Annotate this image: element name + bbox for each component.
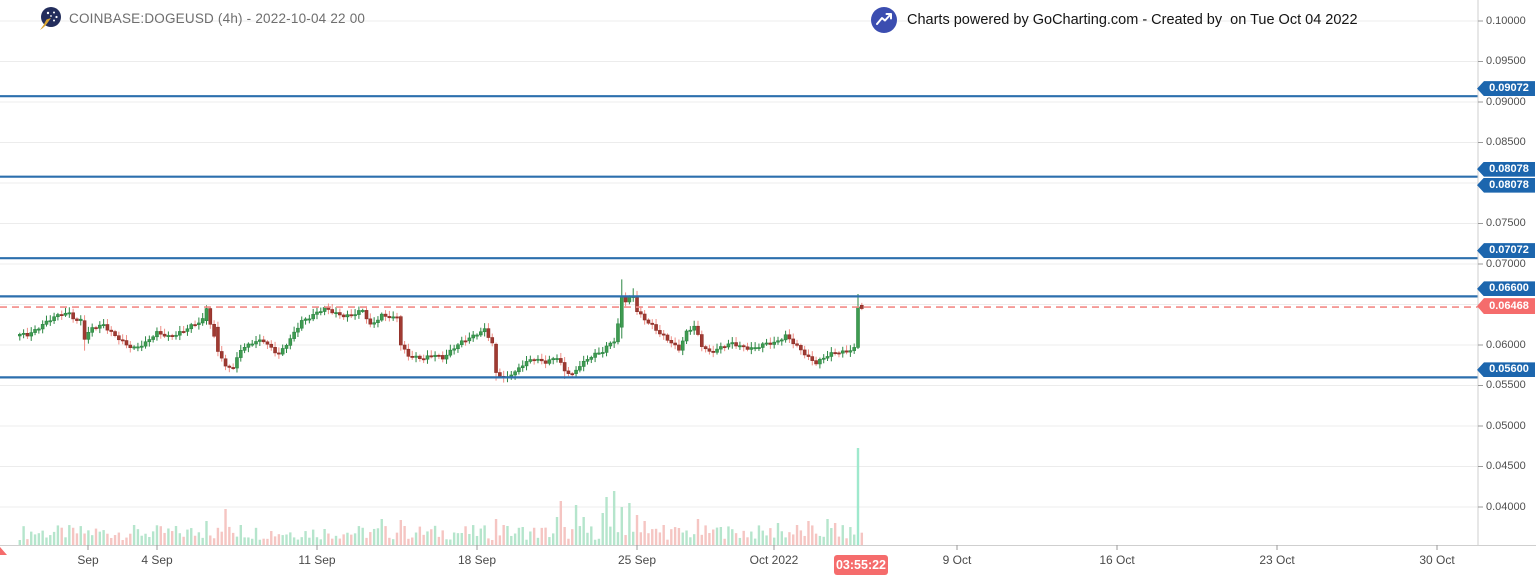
time-tick-label: 30 Oct bbox=[1419, 553, 1455, 567]
price-tick-label: 0.05000 bbox=[1486, 419, 1526, 432]
time-tick-label: 9 Oct bbox=[942, 553, 972, 567]
chart-header: COINBASE:DOGEUSD (4h) - 2022-10-04 22 00 bbox=[38, 6, 365, 31]
candles-layer bbox=[17, 279, 864, 383]
price-tick-label: 0.05500 bbox=[1486, 379, 1526, 391]
powered-by-text: Charts powered by GoCharting.com - Creat… bbox=[907, 12, 1358, 28]
price-level-badge: 0.07072 bbox=[1477, 243, 1535, 259]
axes-layer bbox=[0, 0, 1536, 550]
countdown-pointer bbox=[0, 547, 7, 555]
price-level-badge: 0.05600 bbox=[1477, 362, 1535, 378]
price-tick-label: 0.04500 bbox=[1486, 460, 1526, 472]
candle-countdown-badge: 03:55:22 bbox=[834, 555, 888, 575]
current-price-badge: 0.06468 bbox=[1477, 298, 1535, 315]
time-tick-label: 23 Oct bbox=[1259, 553, 1295, 567]
price-tick-label: 0.06000 bbox=[1486, 338, 1526, 351]
price-tick-label: 0.07500 bbox=[1486, 217, 1526, 229]
time-tick-label: Oct 2022 bbox=[749, 553, 799, 567]
price-tick-label: 0.08500 bbox=[1486, 136, 1526, 148]
time-tick-label: 11 Sep bbox=[298, 553, 336, 567]
price-tick-label: 0.04000 bbox=[1486, 500, 1526, 513]
time-tick-label: 16 Oct bbox=[1099, 553, 1135, 567]
trend-up-chart-icon bbox=[869, 5, 899, 35]
price-tick-label: 0.07000 bbox=[1486, 257, 1526, 270]
price-levels-layer bbox=[0, 95, 1478, 379]
gocharting-logo-icon bbox=[38, 6, 62, 31]
time-tick-label: 4 Sep bbox=[141, 553, 173, 567]
price-tick-label: 0.09000 bbox=[1486, 95, 1526, 108]
price-level-badge: 0.09072 bbox=[1477, 81, 1535, 97]
time-tick-label: Sep bbox=[77, 553, 99, 567]
volume-layer bbox=[18, 448, 864, 545]
symbol-title: COINBASE:DOGEUSD (4h) - 2022-10-04 22 00 bbox=[69, 11, 366, 26]
branding-banner: Charts powered by GoCharting.com - Creat… bbox=[869, 5, 1358, 35]
price-level-badge: 0.08078 bbox=[1477, 177, 1535, 193]
price-level-badge: 0.06600 bbox=[1477, 281, 1535, 297]
price-tick-label: 0.10000 bbox=[1486, 14, 1526, 27]
time-tick-label: 18 Sep bbox=[457, 553, 497, 567]
gridlines-layer bbox=[0, 20, 1478, 508]
price-tick-label: 0.09500 bbox=[1486, 55, 1526, 67]
time-tick-label: 25 Sep bbox=[617, 553, 657, 567]
price-level-badge: 0.08078 bbox=[1477, 161, 1535, 177]
